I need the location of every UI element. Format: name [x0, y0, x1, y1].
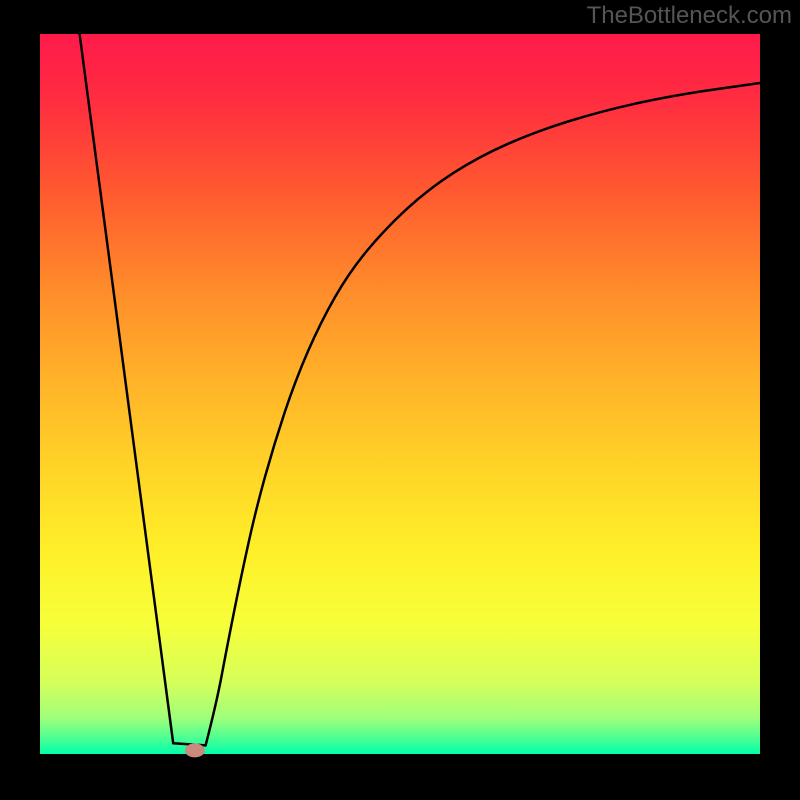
bottleneck-chart	[0, 0, 800, 800]
chart-svg	[0, 0, 800, 800]
watermark-label: TheBottleneck.com	[587, 2, 792, 30]
